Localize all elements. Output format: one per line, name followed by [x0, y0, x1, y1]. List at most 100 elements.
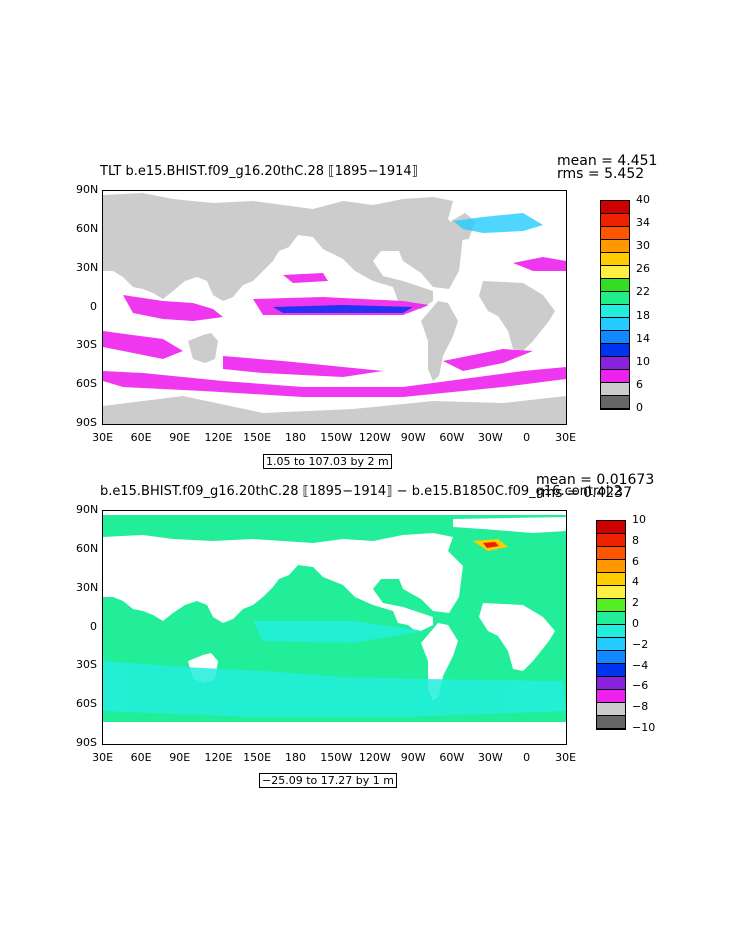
colorbar-swatch: [601, 292, 629, 305]
colorbar-label: 0: [632, 617, 639, 630]
lat-tick-label: 0: [90, 619, 97, 633]
lat-tick-label: 30N: [76, 580, 99, 594]
colorbar-swatch: [601, 396, 629, 409]
map-plot: [102, 510, 567, 745]
lon-tick-label: 120W: [358, 431, 391, 444]
lon-tick-label: 90E: [169, 431, 191, 444]
rms-value: rms = 5.452: [557, 166, 645, 182]
panel-stats: mean = 4.451 rms = 5.452: [557, 153, 658, 182]
colorbar-label: 2: [632, 596, 639, 610]
lon-tick-label: 150W: [320, 751, 353, 764]
colorbar-label: 6: [632, 554, 639, 568]
colorbar-swatch: [597, 625, 625, 638]
lon-tick-label: 60W: [439, 751, 465, 764]
lon-tick-label: 30E: [92, 751, 114, 764]
colorbar-swatch: [601, 318, 629, 331]
colorbar-label: 0: [636, 401, 643, 414]
lon-tick-label: 60E: [130, 431, 152, 444]
lon-tick-label: 120E: [204, 431, 233, 444]
lat-tick-label: 0: [90, 299, 97, 313]
colorbar-label: 26: [636, 262, 650, 276]
map-plot: [102, 190, 567, 425]
lat-tick-label: 90S: [76, 736, 97, 749]
lon-tick-label: 120E: [204, 751, 233, 764]
lon-tick-label: 0: [523, 431, 531, 444]
lon-tick-label: 150E: [243, 431, 272, 444]
lat-tick-label: 60S: [76, 377, 97, 391]
colorbar: [600, 200, 630, 410]
lat-tick-label: 90N: [76, 183, 99, 196]
panel-title: b.e15.BHIST.f09_g16.20thC.28 ⟦1895−1914⟧…: [100, 484, 623, 499]
colorbar-label: −4: [632, 658, 649, 672]
colorbar-label: −10: [632, 721, 656, 734]
panel-title: TLT b.e15.BHIST.f09_g16.20thC.28 ⟦1895−1…: [100, 164, 419, 179]
lat-tick-label: 30S: [76, 338, 97, 352]
colorbar-swatch: [597, 534, 625, 547]
colorbar-swatch: [601, 240, 629, 253]
lon-tick-label: 30E: [555, 431, 577, 444]
mean-value: mean = 4.451: [557, 153, 658, 169]
land-masses: [103, 193, 566, 424]
colorbar-swatch: [601, 253, 629, 266]
colorbar-swatch: [597, 586, 625, 599]
colorbar-swatch: [601, 305, 629, 318]
lon-tick-label: 180: [285, 751, 307, 764]
mean-value: mean = 0.01673: [536, 472, 655, 488]
colorbar-swatch: [597, 599, 625, 612]
panel-stats: mean = 0.01673 rms = 0.4237: [536, 472, 655, 500]
map-panel-1: TLT b.e15.BHIST.f09_g16.20thC.28 ⟦1895−1…: [0, 150, 733, 470]
colorbar-swatch: [601, 331, 629, 344]
colorbar-swatch: [601, 279, 629, 292]
lon-tick-label: 0: [523, 751, 531, 764]
colorbar-label: 18: [636, 308, 650, 322]
colorbar-label: −2: [632, 637, 649, 651]
contour-range-box: 1.05 to 107.03 by 2 m: [263, 454, 392, 469]
sst-bands: [103, 621, 566, 717]
colorbar-swatch: [597, 573, 625, 586]
lon-tick-label: 30E: [92, 431, 114, 444]
colorbar-label: 40: [636, 193, 650, 206]
lon-tick-label: 90W: [400, 431, 426, 444]
colorbar-swatch: [597, 664, 625, 677]
colorbar-label: −8: [632, 700, 649, 714]
lat-tick-label: 60S: [76, 697, 97, 711]
colorbar-label: 34: [636, 216, 650, 230]
colorbar-label: 30: [636, 239, 650, 253]
colorbar-swatch: [601, 344, 629, 357]
lon-tick-label: 30E: [555, 751, 577, 764]
lon-tick-label: 60E: [130, 751, 152, 764]
lat-tick-label: 90S: [76, 416, 97, 429]
contour-range-box: −25.09 to 17.27 by 1 m: [259, 773, 397, 788]
lon-tick-label: 30W: [477, 751, 503, 764]
colorbar-swatch: [597, 716, 625, 729]
colorbar-swatch: [601, 383, 629, 396]
lat-tick-label: 60N: [76, 541, 99, 555]
colorbar-swatch: [597, 638, 625, 651]
lat-tick-label: 90N: [76, 503, 99, 516]
colorbar-label: 14: [636, 331, 650, 345]
lat-tick-label: 30S: [76, 658, 97, 672]
lat-tick-label: 30N: [76, 260, 99, 274]
colorbar-swatch: [601, 201, 629, 214]
map-panel-2: b.e15.BHIST.f09_g16.20thC.28 ⟦1895−1914⟧…: [0, 472, 733, 792]
colorbar-label: 10: [632, 513, 646, 526]
colorbar: [596, 520, 626, 730]
lon-tick-label: 120W: [358, 751, 391, 764]
lon-tick-label: 180: [285, 431, 307, 444]
colorbar-swatch: [597, 521, 625, 534]
colorbar-swatch: [597, 560, 625, 573]
colorbar-swatch: [601, 214, 629, 227]
colorbar-label: 6: [636, 377, 643, 391]
colorbar-label: 10: [636, 354, 650, 368]
colorbar-swatch: [601, 357, 629, 370]
colorbar-label: 4: [632, 575, 639, 589]
lon-tick-label: 150E: [243, 751, 272, 764]
colorbar-label: 22: [636, 285, 650, 299]
lon-tick-label: 150W: [320, 431, 353, 444]
colorbar-label: −6: [632, 679, 649, 693]
colorbar-swatch: [601, 227, 629, 240]
colorbar-swatch: [597, 651, 625, 664]
colorbar-swatch: [597, 547, 625, 560]
lon-tick-label: 60W: [439, 431, 465, 444]
colorbar-swatch: [597, 612, 625, 625]
